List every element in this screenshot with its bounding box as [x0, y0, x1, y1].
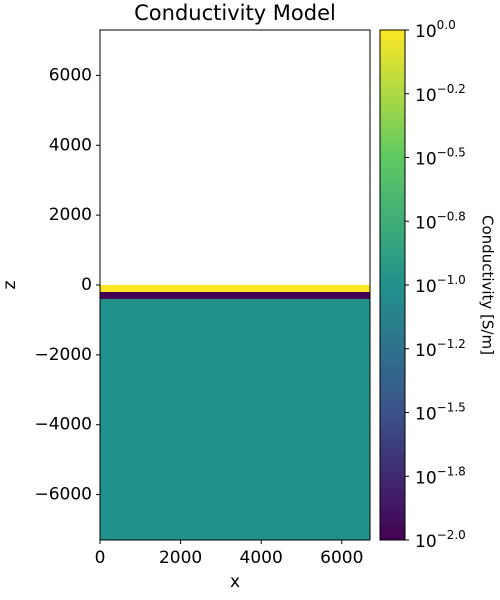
- x-axis-label: x: [230, 572, 240, 592]
- colorbar-tick-label: 10−0.2: [415, 81, 466, 106]
- layer: [100, 291, 370, 299]
- colorbar: [379, 29, 406, 541]
- y-tick-label: 0: [81, 275, 92, 295]
- colorbar-tick-label: 10−1.0: [415, 273, 466, 298]
- x-tick-label: 2000: [159, 548, 202, 568]
- y-tick-label: 6000: [49, 65, 92, 85]
- colorbar-tick-label: 10−1.5: [415, 400, 466, 425]
- colorbar-tick-label: 10−1.8: [415, 464, 466, 489]
- x-tick-label: 4000: [240, 548, 283, 568]
- colorbar-tick-label: 10−0.8: [415, 209, 466, 234]
- y-tick-label: −4000: [34, 415, 92, 435]
- image: [100, 285, 370, 540]
- x-tick-label: 0: [95, 548, 106, 568]
- chart-title: Conductivity Model: [134, 1, 336, 25]
- y-tick-label: −2000: [34, 345, 92, 365]
- colorbar-tick-label: 10−0.5: [415, 145, 466, 170]
- x-tick-label: 6000: [320, 548, 363, 568]
- colorbar-tick-label: 10−1.2: [415, 336, 466, 361]
- layer: [100, 298, 370, 540]
- layer: [100, 285, 370, 292]
- colorbar-tick-label: 10−2.0: [415, 528, 466, 553]
- y-tick-label: −6000: [34, 485, 92, 505]
- y-axis-label: z: [0, 280, 20, 289]
- y-tick-label: 2000: [49, 205, 92, 225]
- y-tick-label: 4000: [49, 135, 92, 155]
- colorbar-tick-label: 100.0: [415, 18, 456, 43]
- colorbar-label: Conductivity [S/m]: [479, 215, 497, 355]
